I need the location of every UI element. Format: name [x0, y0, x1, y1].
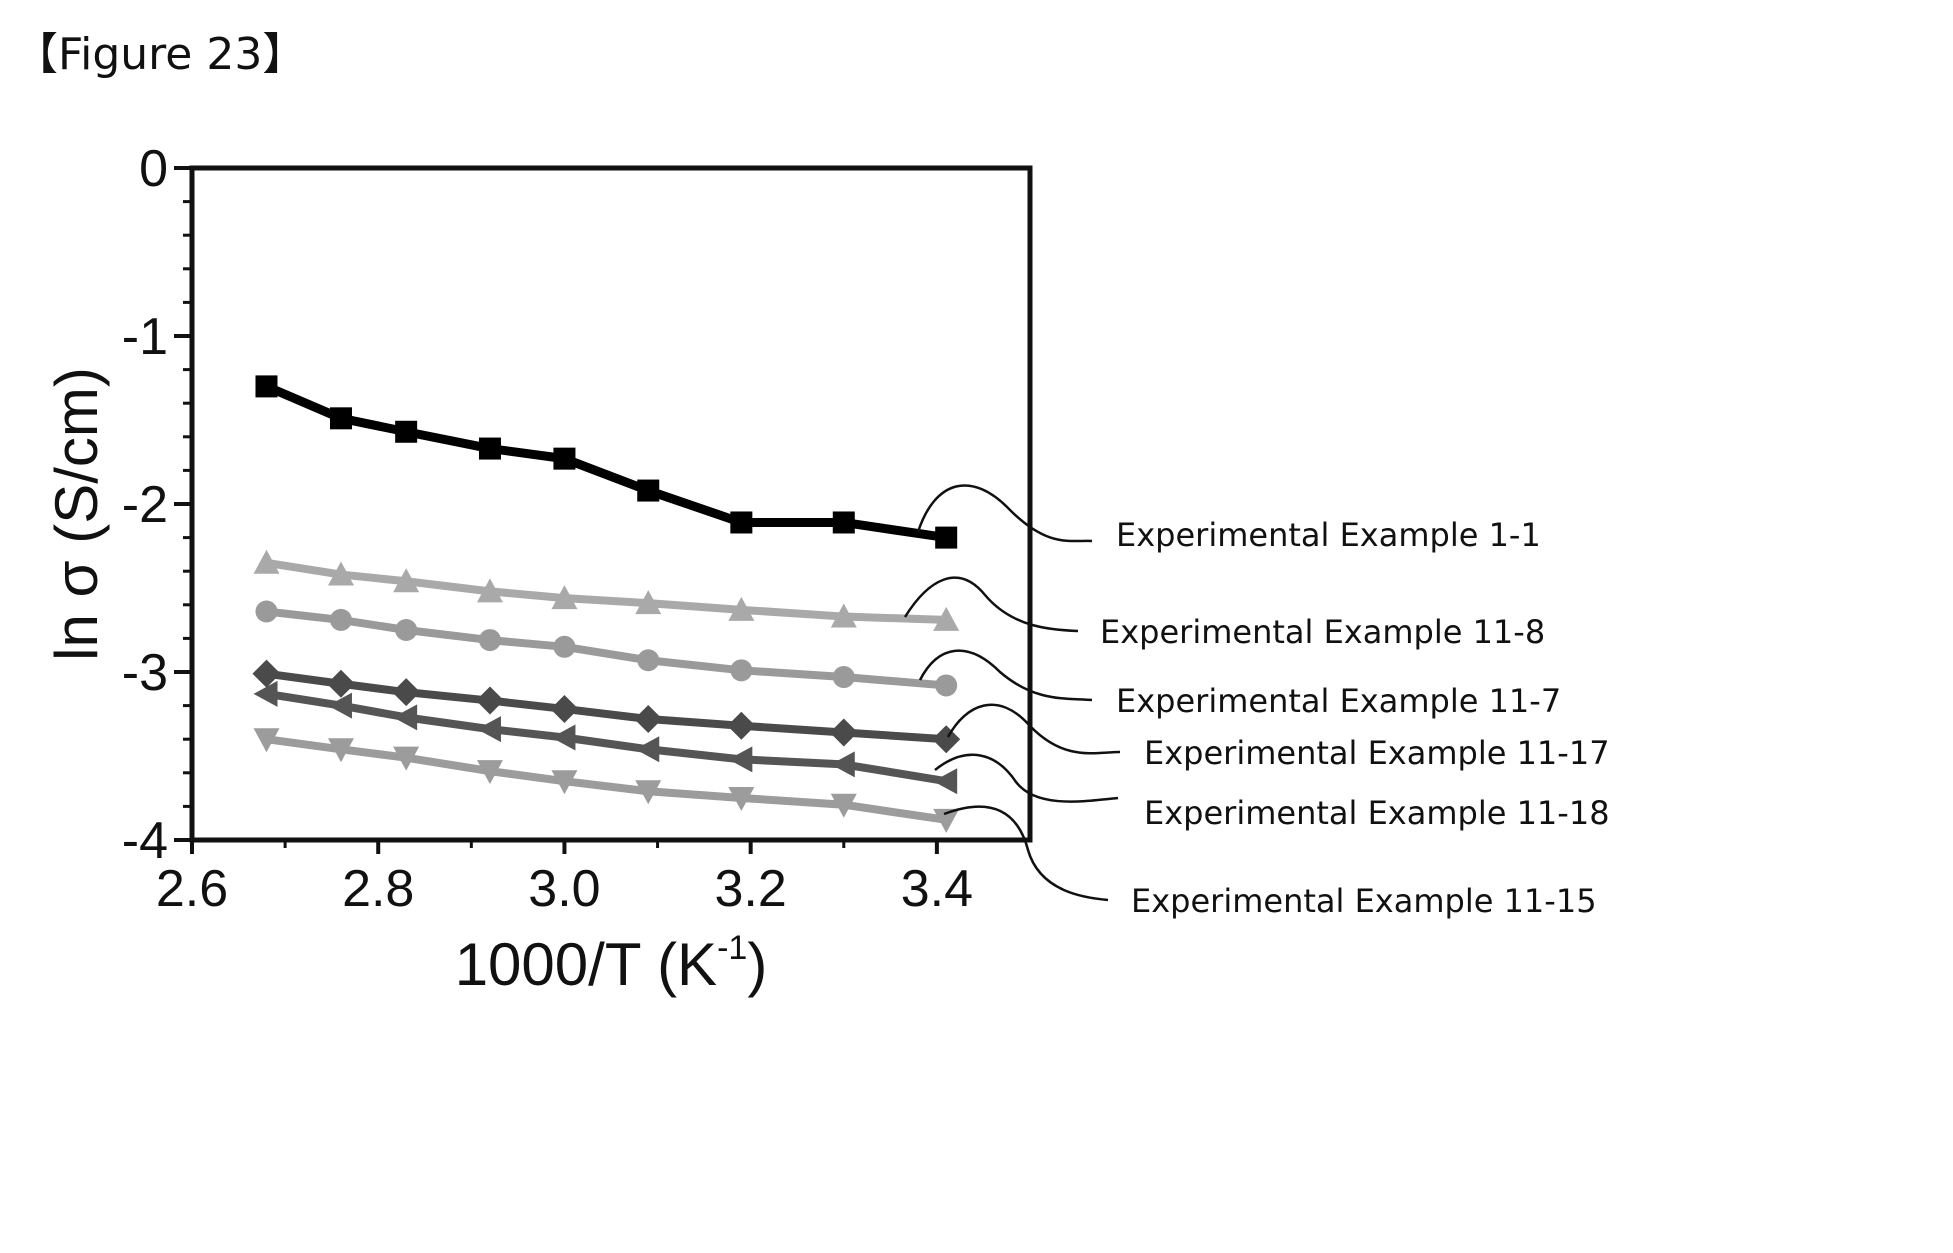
data-point — [830, 603, 857, 628]
data-point — [933, 606, 960, 631]
data-point — [832, 666, 855, 689]
data-point — [329, 608, 352, 631]
data-point — [395, 420, 418, 443]
series-label: Experimental Example 11-8 — [1100, 613, 1545, 651]
leader-line — [946, 703, 1121, 755]
y-tick-label: -3 — [122, 644, 168, 702]
data-point — [728, 746, 753, 773]
data-point — [393, 746, 420, 771]
data-point — [832, 511, 855, 534]
x-tick-label: 2.6 — [156, 860, 228, 918]
leader-line — [918, 649, 1093, 702]
data-point — [255, 600, 278, 623]
series-layer — [252, 375, 961, 833]
series-label: Experimental Example 1-1 — [1116, 516, 1541, 554]
data-point — [829, 718, 858, 747]
y-tick-label: -2 — [122, 476, 168, 534]
figure-label: 【Figure 23】 — [14, 29, 307, 80]
data-point — [553, 635, 576, 658]
data-point — [728, 596, 755, 621]
series-label: Experimental Example 11-18 — [1144, 794, 1610, 832]
x-tick-label: 3.0 — [528, 860, 600, 918]
y-tick-label: -4 — [122, 812, 168, 870]
data-point — [933, 768, 958, 795]
data-point — [728, 787, 755, 811]
y-tick-label: -1 — [122, 308, 168, 366]
data-point — [551, 770, 578, 795]
data-point — [476, 716, 501, 743]
x-tick-label: 3.4 — [901, 860, 973, 918]
data-point — [830, 751, 855, 778]
data-point — [550, 694, 579, 723]
series-label: Experimental Example 11-7 — [1116, 682, 1561, 720]
data-point — [935, 674, 958, 697]
data-point — [551, 585, 578, 610]
data-point — [255, 375, 278, 398]
series-label: Experimental Example 11-15 — [1131, 882, 1597, 920]
leader-line — [934, 753, 1119, 803]
data-point — [933, 808, 960, 833]
x-tick-label: 3.2 — [715, 860, 787, 918]
data-point — [476, 760, 503, 785]
data-point — [935, 526, 958, 549]
series-2 — [255, 600, 958, 697]
data-point — [475, 686, 504, 715]
series-4 — [253, 680, 958, 795]
leader-line — [916, 484, 1093, 543]
data-point — [637, 649, 660, 672]
data-point — [551, 724, 576, 751]
data-point — [253, 728, 280, 753]
data-point — [326, 669, 355, 698]
data-point — [727, 711, 756, 740]
annotation-layer: Experimental Example 1-1 Experimental Exa… — [903, 484, 1610, 920]
x-tick-label: 2.8 — [342, 860, 414, 918]
data-point — [327, 738, 354, 763]
data-point — [253, 680, 278, 707]
data-point — [393, 568, 420, 593]
data-point — [553, 447, 576, 470]
data-point — [635, 590, 662, 615]
x-axis-title-main: 1000/T (K — [455, 931, 717, 998]
series-5 — [253, 728, 960, 833]
leader-line — [903, 576, 1079, 633]
leader-line — [943, 805, 1109, 902]
data-point — [327, 561, 354, 586]
data-point — [830, 793, 857, 818]
x-axis-title-superscript: -1 — [717, 929, 747, 967]
ticks-layer: 2.6 2.8 3.0 3.2 3.4 0 -1 -2 -3 -4 — [122, 140, 973, 918]
data-point — [635, 736, 660, 763]
series-3 — [252, 659, 961, 754]
data-point — [634, 705, 663, 734]
data-point — [252, 659, 281, 688]
y-tick-label: 0 — [139, 140, 168, 198]
data-point — [478, 629, 501, 652]
data-point — [730, 511, 753, 534]
series-0 — [255, 375, 958, 549]
data-point — [392, 678, 421, 707]
series-label: Experimental Example 11-17 — [1144, 734, 1610, 772]
x-axis-title-close: ) — [747, 931, 767, 998]
data-point — [637, 479, 660, 502]
y-axis-title: ln σ (S/cm) — [43, 367, 110, 661]
data-point — [329, 407, 352, 430]
x-axis-title: 1000/T (K-1) — [455, 929, 768, 998]
data-point — [635, 780, 662, 805]
series-1 — [253, 549, 960, 631]
data-point — [478, 437, 501, 460]
data-point — [932, 725, 961, 754]
data-point — [730, 659, 753, 682]
data-point — [395, 619, 418, 641]
data-point — [253, 549, 280, 574]
data-point — [393, 704, 418, 731]
data-point — [476, 578, 503, 603]
data-point — [327, 692, 352, 719]
